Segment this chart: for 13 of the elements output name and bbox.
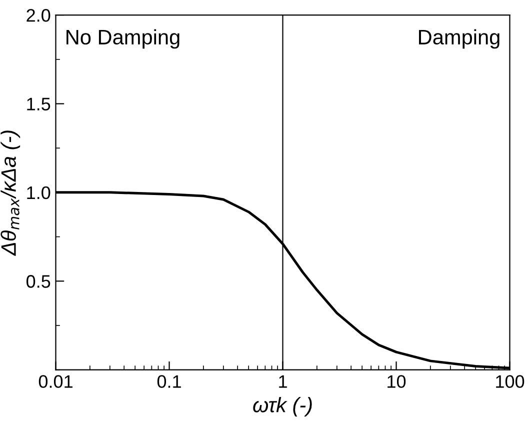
x-tick-label: 100 [496, 375, 524, 388]
x-tick-label: 0.1 [157, 375, 181, 388]
x-tick-label: 10 [388, 375, 406, 388]
x-axis-title: ωτk (-) [253, 397, 312, 416]
x-tick-label: 0.01 [38, 375, 72, 388]
y-tick-label: 2.0 [26, 8, 50, 22]
y-tick-label: 1.0 [27, 186, 50, 200]
y-tick-label: 1.5 [27, 98, 50, 110]
annotation: No Damping [66, 29, 180, 49]
annotation: Damping [419, 29, 500, 49]
x-tick-label: 1 [279, 375, 287, 388]
y-tick-label: 0.5 [26, 275, 50, 288]
y-axis-title: Δθ$_{max}$/κΔa (-) [0, 130, 20, 256]
